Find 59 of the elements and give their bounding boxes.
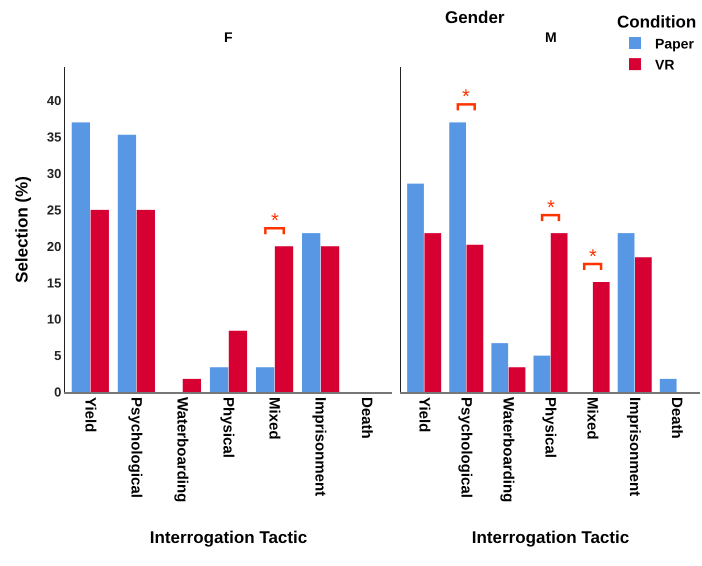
legend-title: Condition (617, 12, 696, 32)
bar (407, 184, 424, 392)
y-tick-label: 0 (54, 384, 62, 400)
bar (660, 378, 677, 392)
x-axis-title: Interrogation Tactic (150, 528, 308, 548)
x-tick-label: Mixed (584, 397, 601, 440)
x-tick-label: Yield (81, 397, 98, 432)
y-tick-label: 10 (46, 312, 62, 327)
bar (592, 282, 610, 392)
bar (118, 134, 136, 392)
bar (508, 367, 526, 392)
bar (302, 233, 320, 392)
x-tick-label: Psychological (128, 397, 145, 498)
y-tick-label: 20 (46, 238, 62, 254)
y-tick-label: 30 (46, 166, 62, 181)
y-axis-title: Selection (%) (12, 176, 32, 283)
bar (449, 122, 466, 392)
bar (274, 246, 294, 392)
annotation: * (271, 210, 279, 232)
bar (90, 210, 109, 392)
bar (320, 246, 340, 392)
legend-label: Paper (655, 35, 694, 52)
y-tick-label: 40 (46, 93, 62, 108)
legend-label: VR (655, 56, 674, 73)
x-tick-label: Death (358, 397, 375, 439)
annotation: * (589, 246, 597, 268)
bar (256, 367, 274, 392)
x-tick-label: Psychological (457, 397, 474, 498)
y-tick-label: 25 (46, 202, 62, 218)
x-tick-label: Mixed (266, 397, 283, 440)
x-tick-label: Waterboarding (174, 397, 191, 502)
x-tick-label: Imprisonment (312, 397, 329, 496)
annotation: * (462, 86, 470, 108)
bar (228, 330, 248, 392)
x-tick-label: Death (668, 397, 685, 439)
x-tick-label: Imprisonment (626, 397, 643, 496)
bar (72, 122, 90, 392)
x-tick-label: Physical (220, 397, 237, 458)
bar (466, 244, 484, 392)
y-tick-label: 35 (46, 130, 62, 145)
bar (210, 367, 228, 392)
bar (182, 378, 202, 392)
x-tick-label: Physical (542, 397, 559, 458)
bar (136, 210, 155, 392)
y-tick-label: 5 (54, 348, 62, 364)
bar (533, 356, 550, 392)
bar (550, 233, 568, 392)
y-tick-label: 15 (46, 275, 62, 290)
chart-title: F (224, 29, 233, 45)
x-axis-title: Interrogation Tactic (472, 528, 630, 548)
annotation: * (547, 197, 555, 219)
bar (424, 233, 442, 392)
x-tick-label: Yield (415, 397, 432, 432)
chart-title: M (545, 29, 557, 45)
bar (618, 233, 634, 392)
bar (491, 343, 508, 392)
bar (634, 257, 652, 392)
text: Gender (445, 8, 505, 27)
x-tick-label: Waterboarding (500, 397, 517, 502)
